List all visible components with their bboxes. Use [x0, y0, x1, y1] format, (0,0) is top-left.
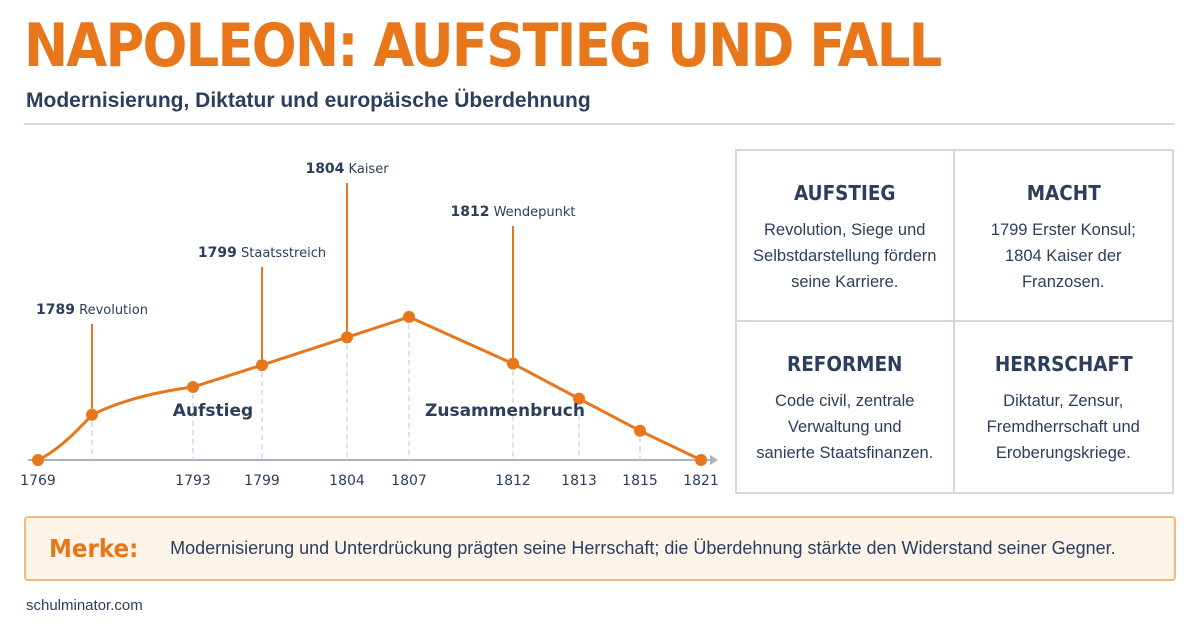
x-tick-label: 1821: [683, 473, 719, 489]
note-box: Merke: Modernisierung und Unterdrückung …: [24, 516, 1176, 581]
header-divider: [24, 123, 1174, 125]
event-label: 1804 Kaiser: [305, 161, 389, 177]
data-point: [256, 359, 268, 372]
phase-label: Aufstieg: [173, 401, 253, 421]
summary-grid: AUFSTIEG Revolution, Siege und Selbstdar…: [735, 149, 1174, 494]
x-tick-label: 1807: [391, 473, 427, 489]
data-point: [86, 408, 98, 421]
x-tick-label: 1812: [495, 473, 531, 489]
card-text: Diktatur, Zensur, Fremdherrschaft und Er…: [986, 391, 1140, 462]
card-reformen: REFORMEN Code civil, zentrale Verwaltung…: [737, 321, 955, 492]
phase-label: Zusammenbruch: [425, 401, 585, 421]
data-point: [403, 310, 415, 323]
card-text: Revolution, Siege und Selbstdarstellung …: [753, 221, 937, 291]
card-title: HERRSCHAFT: [994, 351, 1133, 376]
card-aufstieg: AUFSTIEG Revolution, Siege und Selbstdar…: [737, 151, 955, 322]
card-title: REFORMEN: [787, 351, 903, 376]
card-macht: MACHT 1799 Erster Konsul; 1804 Kaiser de…: [954, 151, 1172, 322]
note-text: Modernisierung und Unterdrückung prägten…: [170, 538, 1116, 558]
footer-source: schulminator.com: [26, 597, 143, 614]
x-tick-label: 1769: [20, 473, 56, 489]
note-label: Merke:: [49, 534, 139, 563]
card-title: AUFSTIEG: [793, 181, 896, 205]
data-point: [341, 331, 353, 344]
data-point: [634, 424, 646, 437]
x-tick-label: 1799: [244, 473, 280, 489]
card-title: MACHT: [1026, 181, 1101, 205]
event-label: 1799 Staatsstreich: [198, 245, 326, 261]
card-text: 1799 Erster Konsul; 1804 Kaiser der Fran…: [990, 221, 1136, 291]
data-point: [507, 357, 519, 370]
data-point: [695, 454, 707, 466]
x-tick-label: 1815: [622, 473, 658, 489]
page-subtitle: Modernisierung, Diktatur und europäische…: [26, 89, 591, 112]
card-text: Code civil, zentrale Verwaltung und sani…: [756, 391, 934, 462]
page-title: NAPOLEON: AUFSTIEG UND FALL: [24, 11, 942, 81]
data-point: [573, 392, 585, 405]
event-label: 1789 Revolution: [36, 302, 148, 318]
event-label: 1812 Wendepunkt: [450, 204, 575, 220]
x-axis-arrow: [710, 455, 718, 465]
card-herrschaft: HERRSCHAFT Diktatur, Zensur, Fremdherrsc…: [955, 322, 1173, 493]
x-tick-label: 1793: [175, 473, 211, 489]
x-tick-label: 1813: [561, 473, 597, 489]
data-point: [187, 381, 199, 393]
series-line: [37, 315, 702, 462]
x-tick-label: 1804: [329, 473, 365, 489]
data-point: [32, 454, 44, 466]
timeline-chart: 1789 Revolution 1799 Staatsstreich 1804 Ka…: [20, 161, 719, 489]
